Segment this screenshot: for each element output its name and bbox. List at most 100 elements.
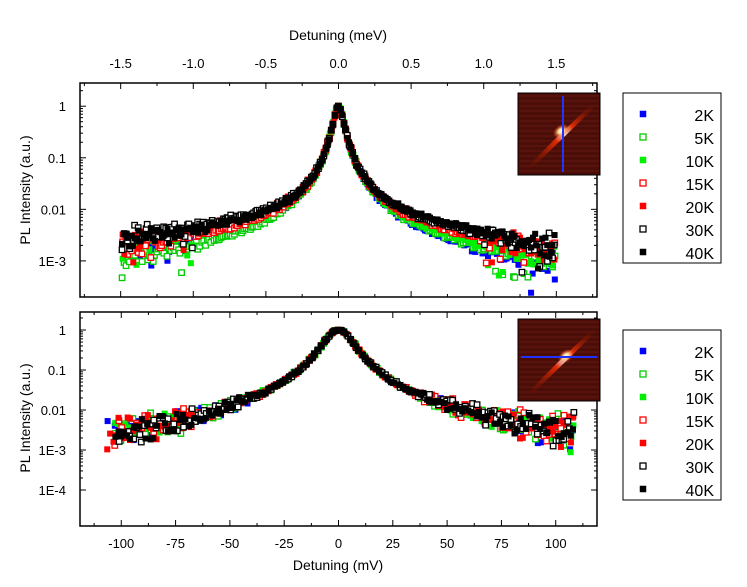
data-point-40K (164, 225, 171, 232)
data-point-40K (469, 410, 476, 417)
x-tick-label: 1.0 (475, 56, 493, 71)
data-point-40K (329, 121, 336, 128)
data-point-40K (236, 394, 243, 401)
data-point-30K (180, 423, 187, 431)
x-tick-label: -1.5 (109, 56, 131, 71)
data-point-40K (282, 377, 289, 384)
data-point-40K (171, 234, 178, 241)
legend-marker-5K (639, 370, 647, 378)
data-point-40K (262, 390, 269, 397)
data-point-2K (528, 289, 535, 296)
data-point-40K (153, 422, 160, 429)
data-point-15K (180, 405, 187, 412)
data-point-30K (518, 268, 526, 276)
data-point-5K (554, 410, 562, 417)
data-point-30K (188, 405, 196, 413)
data-point-30K (171, 220, 178, 228)
data-point-40K (303, 361, 310, 368)
data-point-30K (234, 403, 242, 411)
data-point-40K (340, 120, 347, 127)
data-point-5K (176, 249, 184, 257)
data-point-40K (162, 420, 169, 427)
data-point-30K (564, 417, 572, 425)
data-point-40K (342, 126, 349, 133)
data-point-40K (343, 331, 350, 338)
data-point-40K (112, 433, 119, 440)
x-tick-label: -50 (220, 536, 239, 551)
data-point-15K (520, 259, 528, 266)
data-point-15K (486, 244, 493, 252)
data-point-2K (544, 267, 551, 274)
legend-label-20K: 20K (686, 437, 715, 454)
y-tick-label: 1 (59, 99, 66, 114)
data-point-40K (534, 414, 541, 421)
data-point-30K (473, 401, 481, 409)
x-tick-label: -1.0 (182, 56, 204, 71)
legend-marker-5K (639, 133, 647, 141)
x-tick-label: 0.0 (329, 56, 347, 71)
data-point-10K (499, 269, 506, 276)
data-point-40K (337, 106, 344, 113)
data-point-40K (311, 172, 318, 179)
data-point-20K (567, 439, 574, 446)
data-point-20K (107, 430, 114, 437)
x-tick-label: -25 (275, 536, 294, 551)
x-tick-label: 0.5 (402, 56, 420, 71)
data-point-30K (426, 391, 433, 398)
data-point-40K (504, 240, 511, 247)
data-point-40K (384, 375, 391, 382)
legend-label-15K: 15K (686, 414, 715, 431)
data-point-40K (241, 399, 248, 406)
x-tick-label: 25 (386, 536, 400, 551)
data-point-40K (123, 432, 130, 439)
x-tick-label: -75 (166, 536, 185, 551)
data-point-20K (499, 247, 506, 254)
data-point-40K (221, 399, 228, 406)
legend-label-30K: 30K (686, 223, 715, 240)
top-data-points (118, 102, 559, 296)
legend-marker-10K (639, 393, 647, 401)
data-point-10K (567, 449, 574, 456)
data-point-40K (352, 154, 359, 161)
data-point-40K (347, 144, 354, 151)
data-point-40K (534, 265, 541, 272)
data-point-20K (127, 415, 134, 422)
data-point-40K (152, 237, 159, 244)
x-tick-label: -0.5 (255, 56, 277, 71)
data-point-40K (367, 180, 374, 187)
data-point-40K (540, 252, 547, 259)
legend-marker-15K (639, 179, 647, 187)
x-tick-label: 50 (440, 536, 454, 551)
legend-label-40K: 40K (686, 483, 715, 500)
legend-marker-30K (639, 462, 647, 470)
y-tick-label: 1E-3 (39, 443, 66, 458)
legend-marker-40K (639, 485, 647, 493)
data-point-10K (184, 252, 191, 259)
y-tick-label: 1E-3 (39, 254, 66, 269)
y-tick-label: 1 (59, 323, 66, 338)
data-point-40K (513, 427, 520, 434)
data-point-20K (130, 259, 137, 266)
data-point-40K (202, 414, 209, 421)
data-point-40K (522, 426, 529, 433)
y-tick-label: 0.01 (41, 202, 66, 217)
data-point-20K (144, 412, 151, 419)
data-point-30K (143, 220, 151, 228)
data-point-40K (162, 231, 169, 238)
y-tick-label: 0.01 (41, 403, 66, 418)
data-point-5K (492, 267, 499, 275)
legend-marker-10K (639, 156, 647, 164)
data-point-15K (496, 255, 504, 263)
data-point-40K (326, 136, 333, 143)
data-point-40K (182, 416, 189, 423)
data-point-40K (317, 343, 324, 350)
data-point-15K (560, 411, 568, 419)
data-point-20K (110, 438, 117, 445)
data-point-40K (476, 409, 483, 416)
data-point-40K (350, 340, 357, 347)
bottom-x-axis-label: Detuning (mV) (293, 557, 383, 573)
data-point-20K (180, 246, 187, 253)
data-point-40K (229, 405, 236, 412)
data-point-20K (549, 428, 556, 435)
